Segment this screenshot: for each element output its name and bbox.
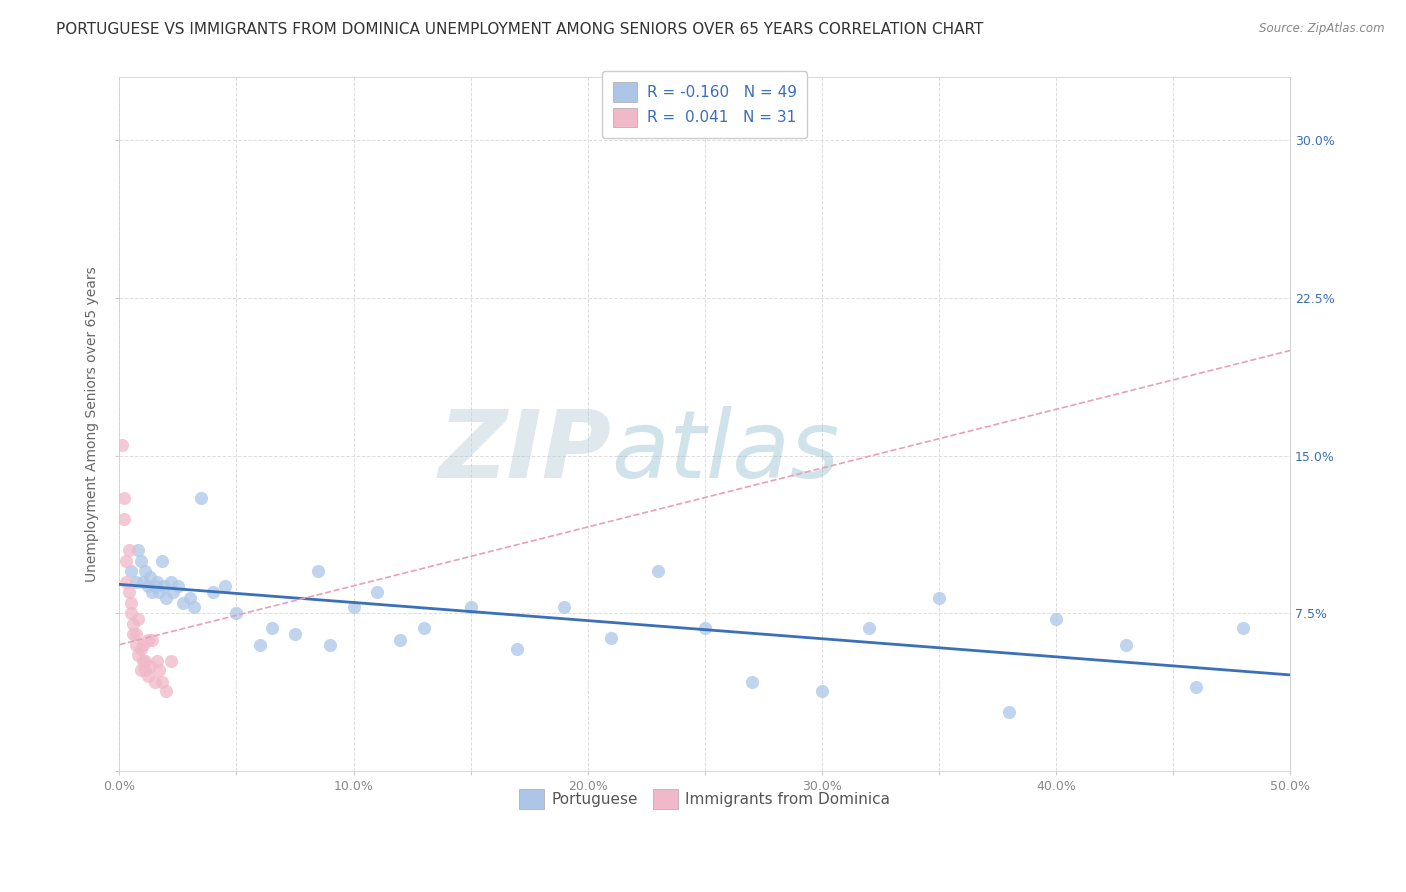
Point (1185, 680, 1208, 694)
Point (928, 591, 950, 606)
Point (141, 633, 163, 648)
Point (112, 511, 135, 525)
Point (150, 675, 173, 690)
Point (127, 612, 149, 626)
Point (134, 663, 156, 677)
Point (134, 564, 156, 578)
Point (858, 621, 880, 635)
Point (129, 663, 152, 677)
Y-axis label: Unemployment Among Seniors over 65 years: Unemployment Among Seniors over 65 years (86, 266, 100, 582)
Point (112, 491, 135, 505)
Point (1115, 638, 1137, 652)
Point (136, 669, 159, 683)
Point (810, 684, 832, 698)
Point (148, 663, 170, 677)
Point (129, 553, 152, 567)
Point (115, 553, 138, 567)
Point (153, 579, 176, 593)
Point (155, 591, 177, 606)
Point (115, 574, 138, 589)
Point (132, 638, 155, 652)
Point (132, 574, 155, 589)
Point (693, 621, 716, 635)
Point (389, 633, 412, 648)
Point (190, 491, 212, 505)
Point (120, 564, 142, 578)
Point (146, 574, 169, 589)
Point (136, 633, 159, 648)
Point (146, 655, 169, 669)
Point (129, 641, 152, 656)
Point (111, 438, 134, 452)
Point (118, 585, 141, 599)
Point (141, 585, 163, 599)
Text: ZIP: ZIP (439, 406, 612, 498)
Point (134, 655, 156, 669)
Point (143, 675, 166, 690)
Point (202, 585, 225, 599)
Point (167, 579, 190, 593)
Point (307, 564, 329, 578)
Point (120, 596, 142, 610)
Point (412, 621, 434, 635)
Point (214, 579, 236, 593)
Point (319, 638, 342, 652)
Point (155, 684, 177, 698)
Text: atlas: atlas (612, 406, 839, 498)
Point (260, 621, 283, 635)
Point (127, 543, 149, 558)
Point (647, 564, 669, 578)
Point (122, 627, 145, 641)
Point (225, 606, 247, 620)
Point (139, 570, 162, 584)
Legend: Portuguese, Immigrants from Dominica: Portuguese, Immigrants from Dominica (513, 783, 896, 815)
Point (249, 638, 271, 652)
Point (122, 616, 145, 631)
Point (125, 574, 148, 589)
Text: Source: ZipAtlas.com: Source: ZipAtlas.com (1260, 22, 1385, 36)
Point (125, 627, 148, 641)
Point (143, 579, 166, 593)
Point (553, 599, 575, 614)
Point (136, 579, 159, 593)
Point (139, 658, 162, 673)
Point (179, 591, 201, 606)
Point (148, 585, 170, 599)
Point (120, 606, 142, 620)
Point (183, 599, 205, 614)
Point (460, 599, 482, 614)
Point (998, 705, 1021, 719)
Point (118, 543, 141, 558)
Point (284, 627, 307, 641)
Point (150, 553, 173, 567)
Point (160, 655, 183, 669)
Point (1232, 621, 1254, 635)
Point (1045, 612, 1067, 626)
Point (160, 574, 183, 589)
Point (506, 641, 529, 656)
Text: PORTUGUESE VS IMMIGRANTS FROM DOMINICA UNEMPLOYMENT AMONG SENIORS OVER 65 YEARS : PORTUGUESE VS IMMIGRANTS FROM DOMINICA U… (56, 22, 984, 37)
Point (342, 599, 364, 614)
Point (162, 585, 184, 599)
Point (125, 638, 148, 652)
Point (172, 596, 194, 610)
Point (132, 655, 155, 669)
Point (741, 675, 763, 690)
Point (366, 585, 388, 599)
Point (600, 632, 623, 646)
Point (127, 648, 149, 662)
